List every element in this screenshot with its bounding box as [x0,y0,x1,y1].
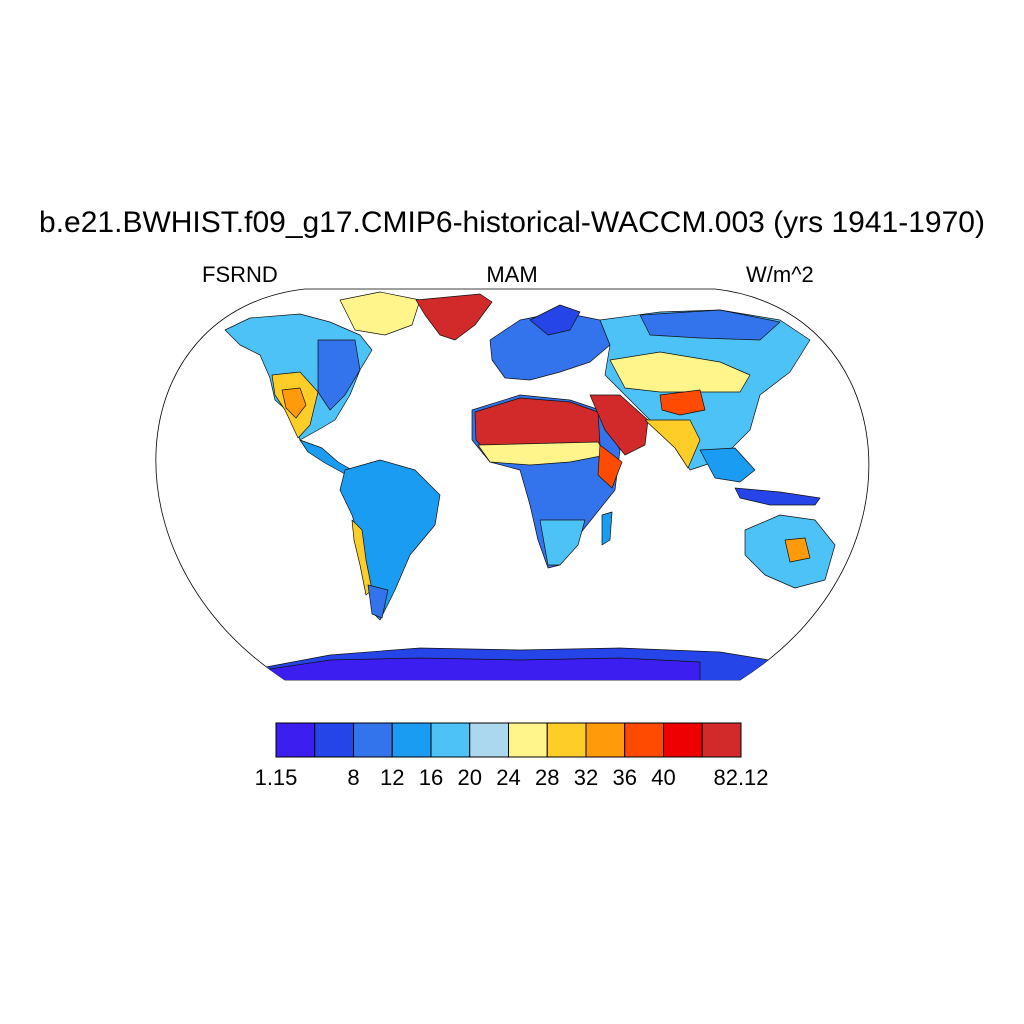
colorbar-tick-label: 8 [347,765,359,790]
colorbar-tick-label: 36 [613,765,637,790]
greenland [415,293,493,341]
colorbar-box [314,722,354,758]
australia-interior [784,537,811,563]
colorbar-tick-label: 28 [535,765,559,790]
antarctica-plateau [249,657,701,680]
canadian-archipelago [339,291,421,336]
colorbar-box [508,722,548,758]
tibet-hot [659,389,706,416]
scandinavia [529,304,581,336]
colorbar-boxes [275,722,742,758]
colorbar-box [663,722,703,758]
plot-title: b.e21.BWHIST.f09_g17.CMIP6-historical-WA… [39,206,985,239]
southern-africa [539,519,586,566]
colorbar-tick-label: 16 [419,765,443,790]
south-america [339,459,441,621]
colorbar-tick-label: 82.12 [713,765,768,790]
north-america-east [317,339,361,411]
colorbar-tick-label: 32 [574,765,598,790]
colorbar-box [624,722,664,758]
colorbar-tick-label: 12 [380,765,404,790]
colorbar-box [701,722,742,758]
colorbar-labels: 1.15 8 12 16 20 24 28 32 36 40 82.12 [255,765,769,790]
colorbar-tick-label: 20 [458,765,482,790]
north-america-southwest-hot [281,387,307,419]
horn-of-africa [597,444,623,489]
southeast-asia [699,447,756,483]
variable-label: FSRND [202,262,278,287]
colorbar-tick-label: 24 [496,765,520,790]
india [644,419,701,469]
units-label: W/m^2 [746,262,814,287]
patagonia [367,584,389,619]
colorbar-box [546,722,587,758]
colorbar-box [353,722,393,758]
colorbar-box [275,722,316,758]
arabia [589,394,649,456]
indonesia [734,487,821,506]
colorbar-box [469,722,509,758]
madagascar [601,511,613,546]
central-asia-dry [609,351,751,393]
colorbar-box [391,722,432,758]
siberia [639,309,781,341]
sahel [477,441,607,466]
colorbar-tick-label: 1.15 [255,765,298,790]
colorbar-tick-label: 40 [651,765,675,790]
colorbar-box [430,722,471,758]
colorbar-box [585,722,626,758]
season-label: MAM [486,262,538,287]
